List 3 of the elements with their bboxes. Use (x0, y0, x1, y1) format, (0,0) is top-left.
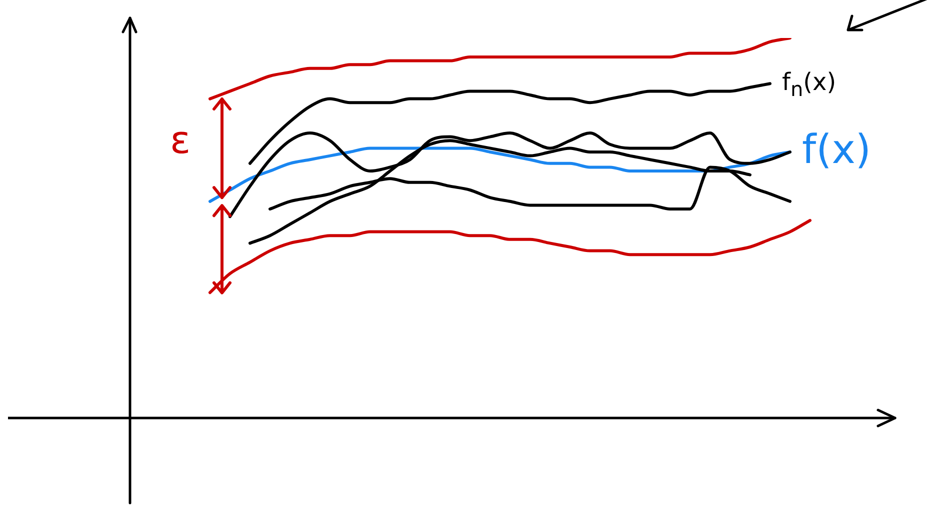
series-label: f$_{n}$(x) (782, 68, 836, 100)
annotation: ε (170, 118, 191, 162)
series-label: f(x) (802, 127, 871, 173)
